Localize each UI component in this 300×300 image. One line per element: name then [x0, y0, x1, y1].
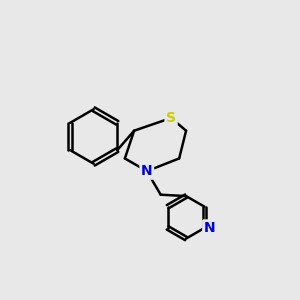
Text: N: N — [204, 221, 215, 235]
Text: N: N — [141, 164, 153, 178]
Text: S: S — [166, 111, 176, 125]
